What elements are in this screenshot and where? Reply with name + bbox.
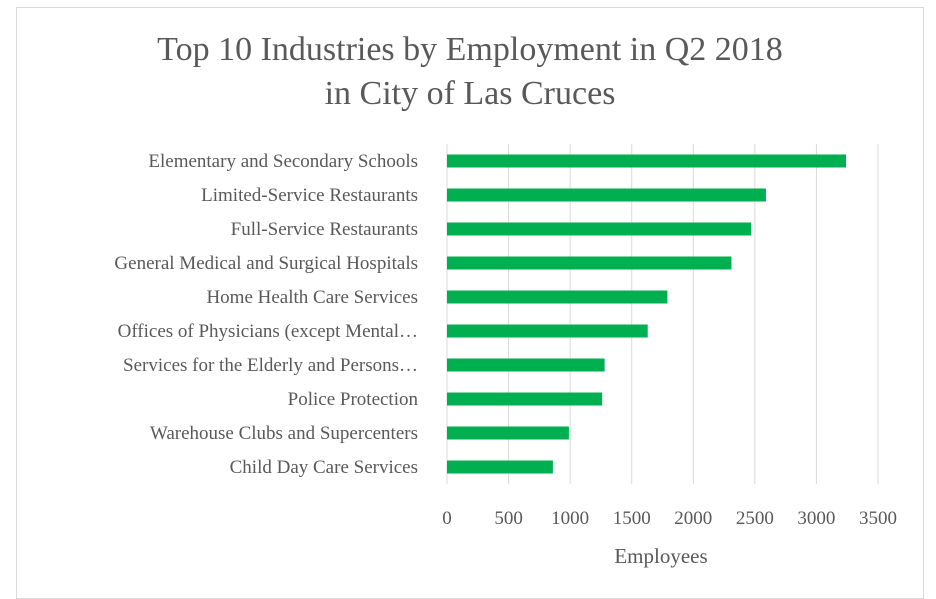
category-label: General Medical and Surgical Hospitals xyxy=(114,253,418,274)
bar xyxy=(447,426,569,440)
category-label: Offices of Physicians (except Mental… xyxy=(118,321,418,342)
x-axis-title: Employees xyxy=(614,544,707,568)
x-tick-label: 1500 xyxy=(613,508,651,529)
category-label: Limited-Service Restaurants xyxy=(201,185,418,206)
bar xyxy=(447,358,605,372)
tick-labels: 0 500 1000 1500 2000 2500 3000 3500 xyxy=(442,508,897,529)
bar xyxy=(447,392,603,406)
category-label: Home Health Care Services xyxy=(206,287,418,308)
category-label: Child Day Care Services xyxy=(230,457,418,478)
category-label: Police Protection xyxy=(288,389,419,410)
bar xyxy=(447,188,766,202)
x-tick-label: 2500 xyxy=(736,508,774,529)
chart-title: Top 10 Industries by Employment in Q2 20… xyxy=(16,28,924,116)
bar xyxy=(447,460,553,474)
x-tick-label: 3500 xyxy=(859,508,897,529)
category-labels: Elementary and Secondary Schools Limited-… xyxy=(114,151,418,478)
category-label: Full-Service Restaurants xyxy=(231,219,418,240)
x-tick-label: 1000 xyxy=(551,508,589,529)
x-tick-label: 0 xyxy=(442,508,452,529)
bar xyxy=(447,290,668,304)
chart-title-line2: in City of Las Cruces xyxy=(324,75,616,112)
x-tick-label: 3000 xyxy=(797,508,835,529)
bar xyxy=(447,154,846,168)
category-label: Services for the Elderly and Persons… xyxy=(123,355,418,376)
bar xyxy=(447,256,732,270)
bars xyxy=(447,154,846,474)
chart-title-line1: Top 10 Industries by Employment in Q2 20… xyxy=(157,31,783,68)
x-tick-label: 500 xyxy=(494,508,523,529)
x-tick-label: 2000 xyxy=(674,508,712,529)
category-label: Elementary and Secondary Schools xyxy=(148,151,418,172)
bar xyxy=(447,324,648,338)
category-label: Warehouse Clubs and Supercenters xyxy=(150,423,418,444)
bar xyxy=(447,222,752,236)
